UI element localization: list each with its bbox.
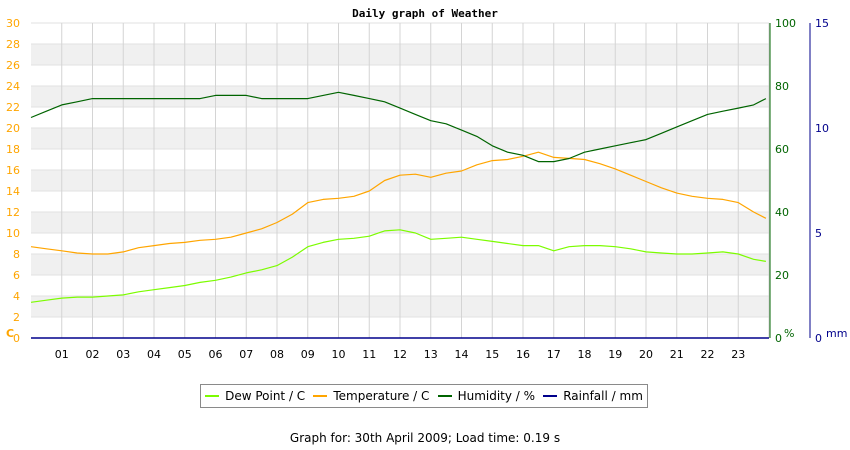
y-tick-left: 18 <box>6 143 20 156</box>
y-tick-right-humidity: 20 <box>775 269 789 282</box>
graph-footer: Graph for: 30th April 2009; Load time: 0… <box>289 431 561 445</box>
x-tick: 07 <box>239 348 253 361</box>
x-tick: 10 <box>332 348 346 361</box>
x-tick: 05 <box>178 348 192 361</box>
legend-label-dew-point: Dew Point / C <box>225 389 306 403</box>
y-tick-right-rainfall: 10 <box>815 122 829 135</box>
chart-legend: Dew Point / C Temperature / C Humidity /… <box>200 384 648 408</box>
x-tick: 19 <box>608 348 622 361</box>
y-tick-right-humidity: 100 <box>775 17 796 30</box>
y-tick-left: 16 <box>6 164 20 177</box>
x-tick: 11 <box>362 348 376 361</box>
x-tick: 12 <box>393 348 407 361</box>
x-tick: 09 <box>301 348 315 361</box>
y-tick-left: 12 <box>6 206 20 219</box>
series-line-temperature <box>30 151 767 255</box>
x-tick: 04 <box>147 348 161 361</box>
y-tick-left: 22 <box>6 101 20 114</box>
y-tick-left: 24 <box>6 80 20 93</box>
chart-title: Daily graph of Weather <box>352 7 498 20</box>
series-line-humidity <box>30 91 767 163</box>
y-tick-right-rainfall: 15 <box>815 17 829 30</box>
x-tick: 13 <box>424 348 438 361</box>
legend-swatch-rainfall <box>543 395 558 397</box>
legend-item-dew-point: Dew Point / C <box>205 389 305 403</box>
y-tick-right-humidity: 0 <box>775 332 782 345</box>
y-tick-left: 20 <box>6 122 20 135</box>
x-tick: 17 <box>547 348 561 361</box>
legend-label-humidity: Humidity / % <box>457 389 536 403</box>
y-tick-left: 4 <box>13 290 20 303</box>
x-tick: 22 <box>701 348 715 361</box>
x-tick: 08 <box>270 348 284 361</box>
y-tick-right-humidity: 40 <box>775 206 789 219</box>
chart-series <box>30 91 769 339</box>
y-tick-left: 14 <box>6 185 20 198</box>
x-tick: 20 <box>639 348 653 361</box>
x-tick: 18 <box>578 348 592 361</box>
x-tick: 15 <box>485 348 499 361</box>
legend-item-temperature: Temperature / C <box>313 389 429 403</box>
y-tick-left: 6 <box>13 269 20 282</box>
y-tick-left: 26 <box>6 59 20 72</box>
legend-swatch-dew-point <box>205 395 220 397</box>
x-tick: 23 <box>731 348 745 361</box>
x-tick: 16 <box>516 348 530 361</box>
y-axis-right-humidity-unit: % <box>784 327 794 340</box>
x-tick: 03 <box>116 348 130 361</box>
plot-grid <box>31 22 770 339</box>
series-line-dew-point <box>30 229 767 303</box>
y-tick-right-humidity: 60 <box>775 143 789 156</box>
y-tick-left: 28 <box>6 38 20 51</box>
y-tick-left: 8 <box>13 248 20 261</box>
y-tick-right-rainfall: 5 <box>815 227 822 240</box>
x-tick: 06 <box>209 348 223 361</box>
y-tick-left: 0 <box>13 332 20 345</box>
legend-swatch-temperature <box>313 395 328 397</box>
legend-item-rainfall: Rainfall / mm <box>543 389 643 403</box>
y-axis-left-unit: C <box>6 327 14 340</box>
x-tick: 01 <box>55 348 69 361</box>
x-tick: 14 <box>455 348 469 361</box>
legend-swatch-humidity <box>437 395 452 397</box>
y-tick-left: 30 <box>6 17 20 30</box>
legend-item-humidity: Humidity / % <box>437 389 536 403</box>
x-tick: 02 <box>86 348 100 361</box>
y-tick-left: 10 <box>6 227 20 240</box>
y-tick-right-humidity: 80 <box>775 80 789 93</box>
y-axis-right-rainfall-unit: mm <box>826 327 847 340</box>
legend-label-rainfall: Rainfall / mm <box>563 389 643 403</box>
x-tick: 21 <box>670 348 684 361</box>
y-tick-left: 2 <box>13 311 20 324</box>
y-tick-right-rainfall: 0 <box>815 332 822 345</box>
legend-label-temperature: Temperature / C <box>333 389 430 403</box>
